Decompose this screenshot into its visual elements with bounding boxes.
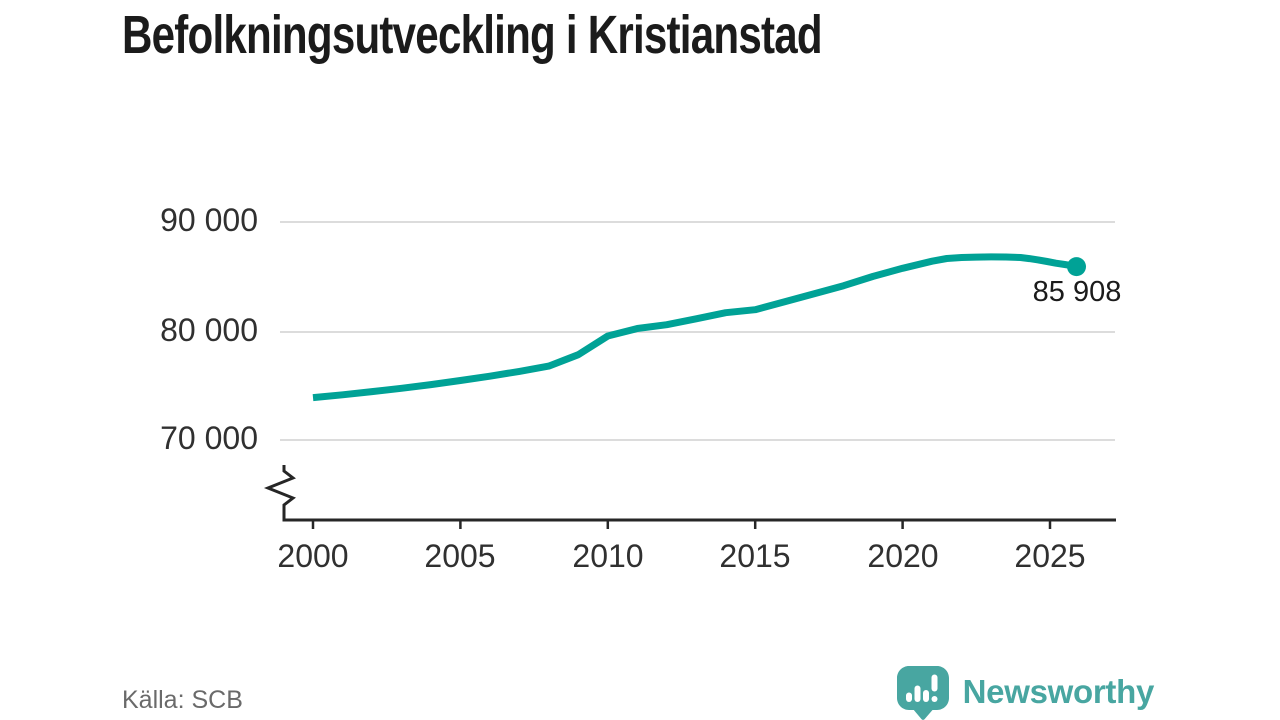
x-axis-label-2010: 2010 [572,538,644,574]
y-axis-label-80000: 80 000 [160,312,258,348]
y-axis-label-90000: 90 000 [160,202,258,238]
y-axis-label-70000: 70 000 [160,420,258,456]
bar-chart-speech-bubble-icon [896,666,949,720]
series-end-dot [1067,257,1086,277]
x-axis-label-2020: 2020 [867,538,939,574]
x-axis-line-with-axis-break-icon [263,465,1116,522]
x-axis-label-2015: 2015 [719,538,791,574]
gridlines [280,221,1115,441]
x-axis-label-2000: 2000 [277,538,349,574]
axis-ticks [311,520,1052,529]
end-value-label: 85 908 [1032,275,1122,308]
newsworthy-wordmark: Newsworthy [962,673,1155,710]
x-axis-label-2025: 2025 [1014,538,1086,574]
x-axis-label-2005: 2005 [424,538,496,574]
page-title: Befolkningsutveckling i Kristianstad [122,5,823,65]
source-credit: Källa: SCB [122,686,243,714]
newsworthy-logo: Newsworthy [895,664,1154,720]
series-line [312,253,1078,402]
